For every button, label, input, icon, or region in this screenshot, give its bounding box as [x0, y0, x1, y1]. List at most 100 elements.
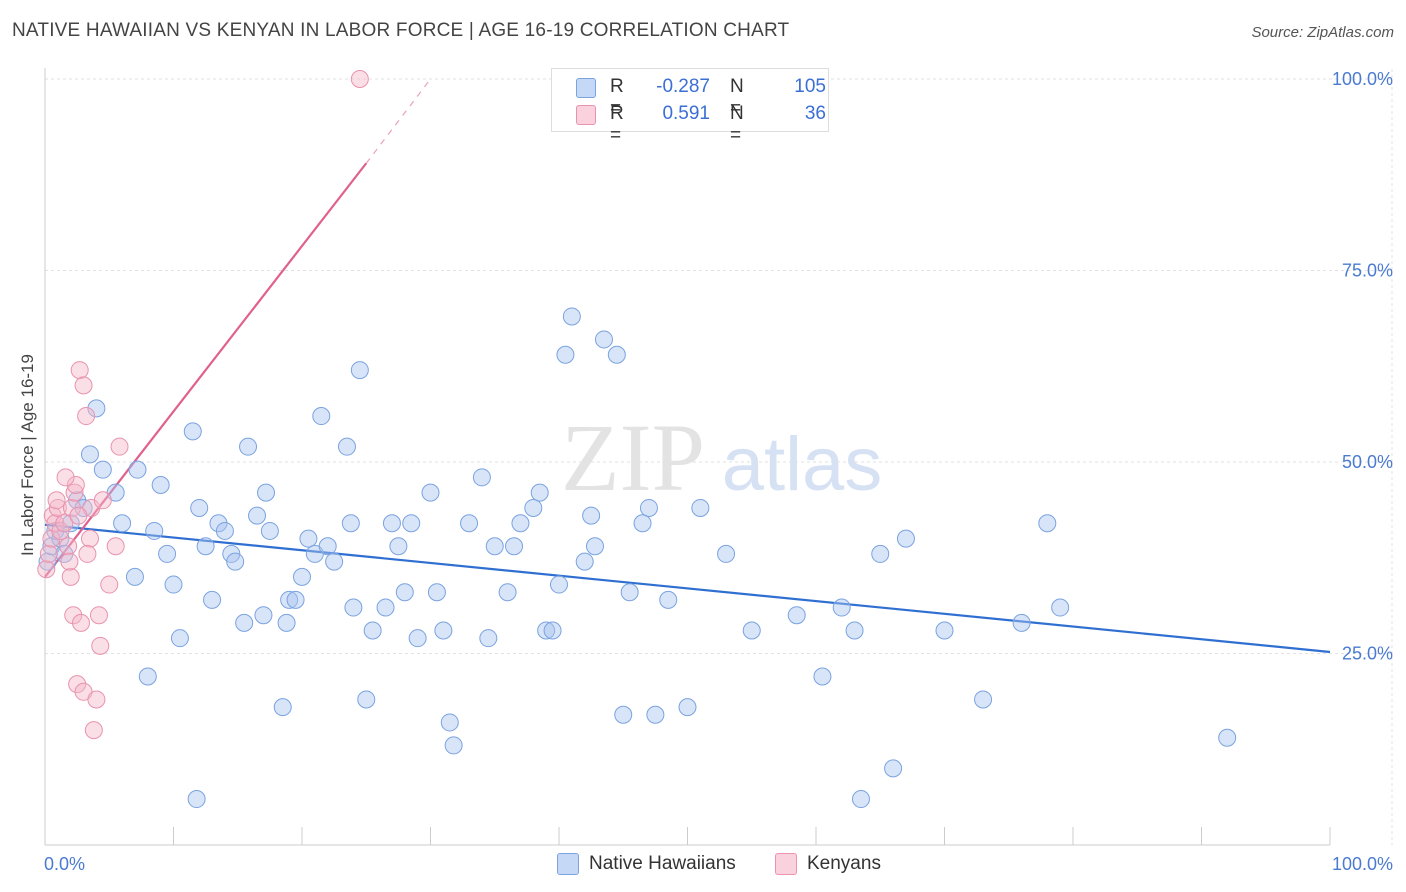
point-native-hawaiian — [871, 544, 890, 563]
point-native-hawaiian — [556, 345, 575, 364]
point-native-hawaiian — [151, 475, 170, 494]
watermark-zip: ZIP — [561, 404, 705, 511]
point-native-hawaiian — [277, 613, 296, 632]
point-native-hawaiian — [479, 629, 498, 648]
point-native-hawaiian — [851, 790, 870, 809]
point-native-hawaiian — [1218, 728, 1237, 747]
point-native-hawaiian — [286, 590, 305, 609]
point-native-hawaiian — [248, 506, 267, 525]
legend-swatch-blue — [557, 853, 579, 875]
point-native-hawaiian — [145, 521, 164, 540]
legend-label: Native Hawaiians — [589, 853, 736, 874]
gridlines — [45, 69, 1393, 845]
point-native-hawaiian — [787, 606, 806, 625]
trend-line-kenyans-extension — [365, 78, 431, 164]
legend-swatch-pink — [775, 853, 797, 875]
chart-title: NATIVE HAWAIIAN VS KENYAN IN LABOR FORCE… — [12, 20, 790, 41]
point-kenyan — [69, 506, 88, 525]
point-native-hawaiian — [884, 759, 903, 778]
point-native-hawaiian — [215, 521, 234, 540]
point-native-hawaiian — [260, 521, 279, 540]
point-native-hawaiian — [113, 514, 132, 533]
y-tick-label: 50.0% — [1342, 452, 1393, 472]
point-kenyan — [74, 376, 93, 395]
point-native-hawaiian — [363, 621, 382, 640]
point-native-hawaiian — [511, 514, 530, 533]
point-native-hawaiian — [1012, 613, 1031, 632]
point-native-hawaiian — [187, 790, 206, 809]
point-native-hawaiian — [472, 468, 491, 487]
legend-n-label: N = — [730, 103, 744, 146]
legend-swatch-pink — [576, 105, 596, 125]
point-native-hawaiian — [1051, 598, 1070, 617]
point-native-hawaiian — [382, 514, 401, 533]
point-native-hawaiian — [138, 667, 157, 686]
point-kenyan — [78, 544, 97, 563]
point-kenyan — [100, 575, 119, 594]
point-native-hawaiian — [93, 460, 112, 479]
point-native-hawaiian — [691, 498, 710, 517]
point-native-hawaiian — [38, 552, 57, 571]
point-kenyan — [55, 514, 74, 533]
legend-n-label: N = — [730, 76, 744, 119]
point-native-hawaiian — [594, 330, 613, 349]
point-native-hawaiian — [183, 422, 202, 441]
point-native-hawaiian — [485, 537, 504, 556]
point-native-hawaiian — [280, 590, 299, 609]
point-native-hawaiian — [239, 437, 258, 456]
point-native-hawaiian — [440, 713, 459, 732]
point-native-hawaiian — [312, 407, 331, 426]
point-native-hawaiian — [498, 583, 517, 602]
point-native-hawaiian — [293, 567, 311, 586]
y-tick-label: 100.0% — [1332, 69, 1393, 89]
source-label: Source: ZipAtlas.com — [1251, 24, 1394, 41]
legend-swatch-blue — [576, 78, 596, 98]
legend-r-label: R = — [610, 76, 624, 119]
point-native-hawaiian — [427, 583, 446, 602]
point-kenyan — [70, 361, 89, 380]
point-native-hawaiian — [620, 583, 639, 602]
axes — [44, 68, 1331, 846]
stats-legend: R = -0.287 N = 105 R = 0.591 N = 36 — [551, 68, 829, 146]
point-native-hawaiian — [935, 621, 954, 640]
legend-label: Kenyans — [807, 853, 881, 874]
point-native-hawaiian — [543, 621, 562, 640]
point-kenyan — [68, 675, 87, 694]
point-kenyan — [91, 636, 110, 655]
point-kenyan — [87, 690, 106, 709]
data-points — [37, 70, 1237, 809]
point-native-hawaiian — [87, 399, 106, 418]
point-native-hawaiian — [614, 705, 633, 724]
point-kenyan — [84, 721, 103, 740]
point-native-hawaiian — [344, 598, 363, 617]
point-kenyan — [89, 606, 108, 625]
point-native-hawaiian — [974, 690, 993, 709]
point-native-hawaiian — [832, 598, 851, 617]
point-native-hawaiian — [421, 483, 440, 502]
point-native-hawaiian — [209, 514, 228, 533]
point-native-hawaiian — [196, 537, 215, 556]
point-native-hawaiian — [357, 690, 376, 709]
point-native-hawaiian — [395, 583, 414, 602]
point-native-hawaiian — [257, 483, 276, 502]
point-native-hawaiian — [585, 537, 604, 556]
point-native-hawaiian — [273, 698, 292, 717]
legend-r-value: 0.591 — [662, 103, 710, 124]
point-kenyan — [66, 475, 85, 494]
point-native-hawaiian — [575, 552, 594, 571]
point-native-hawaiian — [318, 537, 337, 556]
trend-line-native-hawaiians — [44, 523, 1331, 654]
point-kenyan — [65, 483, 84, 502]
point-native-hawaiian — [350, 361, 369, 380]
tick-labels: 25.0% 50.0% 75.0% 100.0% 0.0% 100.0% — [44, 69, 1393, 874]
point-native-hawaiian — [562, 307, 581, 326]
point-native-hawaiian — [337, 437, 356, 456]
point-native-hawaiian — [226, 552, 245, 571]
point-native-hawaiian — [80, 445, 99, 464]
point-native-hawaiian — [389, 537, 408, 556]
point-kenyan — [39, 544, 58, 563]
point-native-hawaiian — [524, 498, 543, 517]
point-kenyan — [59, 537, 78, 556]
point-native-hawaiian — [444, 736, 463, 755]
